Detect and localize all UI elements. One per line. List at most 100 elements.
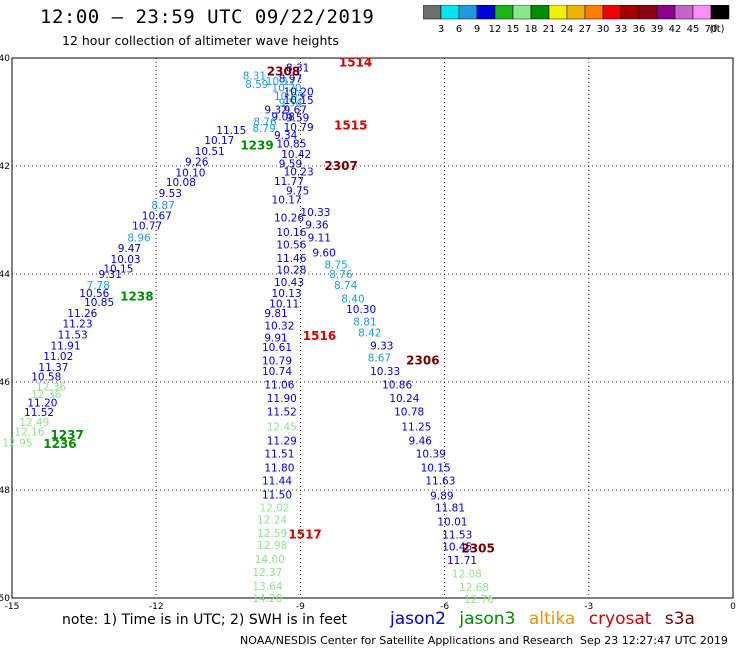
wave-height-value: 10.33 xyxy=(300,207,330,219)
wave-height-value: 11.53 xyxy=(58,329,88,341)
chart-subtitle: 12 hour collection of altimeter wave hei… xyxy=(62,33,339,48)
wave-height-value: 9.26 xyxy=(185,157,209,169)
wave-height-value: 12.95 xyxy=(2,437,32,449)
track-time-label: 1238 xyxy=(120,290,153,304)
wave-height-value: 12.36 xyxy=(31,389,61,401)
wave-height-value: 9.53 xyxy=(159,188,182,200)
track-time-label: 1516 xyxy=(303,329,336,343)
wave-height-value: 10.61 xyxy=(262,342,292,354)
wave-height-value: 11.50 xyxy=(262,489,292,501)
wave-height-value: 10.26 xyxy=(274,212,304,224)
satellite-legend: jason2 jason3 altika cryosat s3a xyxy=(390,609,703,629)
colorbar-label: 36 xyxy=(633,24,646,35)
wave-height-value: 10.17 xyxy=(272,194,302,206)
colorbar-label: 12 xyxy=(489,24,502,35)
wave-height-value: 9.67 xyxy=(284,104,307,116)
wave-height-value: 8.76 xyxy=(253,117,277,129)
wave-height-value: 8.31 xyxy=(243,70,266,82)
wave-height-value: 11.90 xyxy=(267,393,297,405)
wave-height-value: 11.52 xyxy=(267,407,297,419)
y-tick-label: -46 xyxy=(0,378,10,388)
wave-height-value: 10.13 xyxy=(272,288,302,300)
wave-height-value: 11.53 xyxy=(442,529,472,541)
wave-height-value: 10.32 xyxy=(264,320,294,332)
wave-height-value: 10.39 xyxy=(416,448,446,460)
footnote: note: 1) Time is in UTC; 2) SWH is in fe… xyxy=(62,612,348,628)
track-time-label: 2305 xyxy=(461,541,494,555)
wave-height-value: 11.46 xyxy=(276,253,306,265)
wave-height-value: 9.36 xyxy=(305,219,329,231)
colorbar-label: 3 xyxy=(438,24,444,35)
wave-height-value: 11.25 xyxy=(401,421,431,433)
wave-height-value: 10.01 xyxy=(437,516,467,528)
colorbar-label: 33 xyxy=(615,24,628,35)
colorbar-label: 24 xyxy=(561,24,574,35)
wave-height-value: 9.11 xyxy=(308,232,331,244)
wave-height-value: 11.37 xyxy=(38,362,68,374)
wave-height-value: 11.26 xyxy=(67,308,97,320)
colorbar-label: 39 xyxy=(651,24,664,35)
wave-height-value: 10.15 xyxy=(421,462,451,474)
wave-height-value: 9.33 xyxy=(370,340,393,352)
wave-height-value: 10.56 xyxy=(79,288,109,300)
wave-height-value: 11.51 xyxy=(264,448,294,460)
colorbar-unit: (ft) xyxy=(709,24,724,35)
wave-height-value: 11.77 xyxy=(274,176,304,188)
wave-height-value: 12.36 xyxy=(36,381,66,393)
wave-height-value: 10.20 xyxy=(272,83,302,95)
y-tick-label: -48 xyxy=(0,486,10,496)
wave-height-value: 10.15 xyxy=(103,264,133,276)
wave-height-value: 12.59 xyxy=(257,528,287,540)
wave-height-value: 11.20 xyxy=(27,398,57,410)
wave-height-value: 10.15 xyxy=(284,95,314,107)
wave-height-value: 8.42 xyxy=(358,327,381,339)
credit-line: NOAA/NESDIS Center for Satellite Applica… xyxy=(240,634,574,647)
x-tick-label: -6 xyxy=(440,602,449,612)
wave-height-value: 8.96 xyxy=(127,232,151,244)
y-tick-label: -42 xyxy=(0,162,10,172)
wave-height-value: 10.85 xyxy=(84,297,114,309)
colorbar-swatch xyxy=(710,5,730,20)
wave-height-value: 9.32 xyxy=(264,104,287,116)
wave-height-value: 10.23 xyxy=(284,166,314,178)
wave-height-value: 9.59 xyxy=(286,112,309,124)
colorbar-label: 18 xyxy=(525,24,538,35)
wave-height-value: 10.30 xyxy=(346,304,376,316)
colorbar-label: 27 xyxy=(579,24,592,35)
wave-height-value: 11.80 xyxy=(264,462,294,474)
wave-height-value: 11.44 xyxy=(262,475,292,487)
wave-height-value: 12.37 xyxy=(252,567,282,579)
wave-height-value: 8.76 xyxy=(329,269,353,281)
wave-height-value: 12.98 xyxy=(257,540,287,552)
generation-timestamp: Sep 23 12:27:47 UTC 2019 xyxy=(580,634,728,647)
wave-height-value: 8.79 xyxy=(252,123,275,135)
wave-height-value: 9.31 xyxy=(99,269,122,281)
wave-height-value: 12.49 xyxy=(19,417,49,429)
wave-height-value: 10.74 xyxy=(262,366,292,378)
wave-height-value: 10.24 xyxy=(389,393,419,405)
wave-height-value: 10.03 xyxy=(111,254,141,266)
x-tick-label: -15 xyxy=(5,602,20,612)
wave-height-value: 9.08 xyxy=(272,111,295,123)
track-time-label: 1514 xyxy=(339,55,372,69)
colorbar-label: 6 xyxy=(456,24,462,35)
wave-height-value: 9.54 xyxy=(279,97,303,109)
wave-height-value: 12.76 xyxy=(464,594,494,606)
legend-altika: altika xyxy=(528,609,576,629)
wave-height-value: 10.51 xyxy=(195,146,225,158)
wave-height-value: 10.42 xyxy=(281,149,311,161)
wave-height-value: 12.24 xyxy=(257,515,287,527)
wave-height-value: 8.87 xyxy=(151,200,174,212)
wave-height-value: 8.59 xyxy=(245,79,268,91)
wave-height-value: 11.06 xyxy=(264,380,294,392)
wave-height-value: 13.64 xyxy=(252,581,282,593)
track-time-label: 1239 xyxy=(240,138,273,152)
wave-height-value: 11.63 xyxy=(425,475,455,487)
color-scale-legend: 3 6 9 12 15 18 21 24 27 30 33 36 39 42 45 70(ft) xyxy=(423,5,730,35)
wave-height-value: 9.34 xyxy=(274,130,298,142)
wave-height-value: 8.31 xyxy=(286,63,309,75)
wave-height-value: 10.79 xyxy=(284,122,314,134)
wave-height-value: 10.67 xyxy=(142,211,172,223)
legend-jason2: jason2 xyxy=(390,609,446,629)
